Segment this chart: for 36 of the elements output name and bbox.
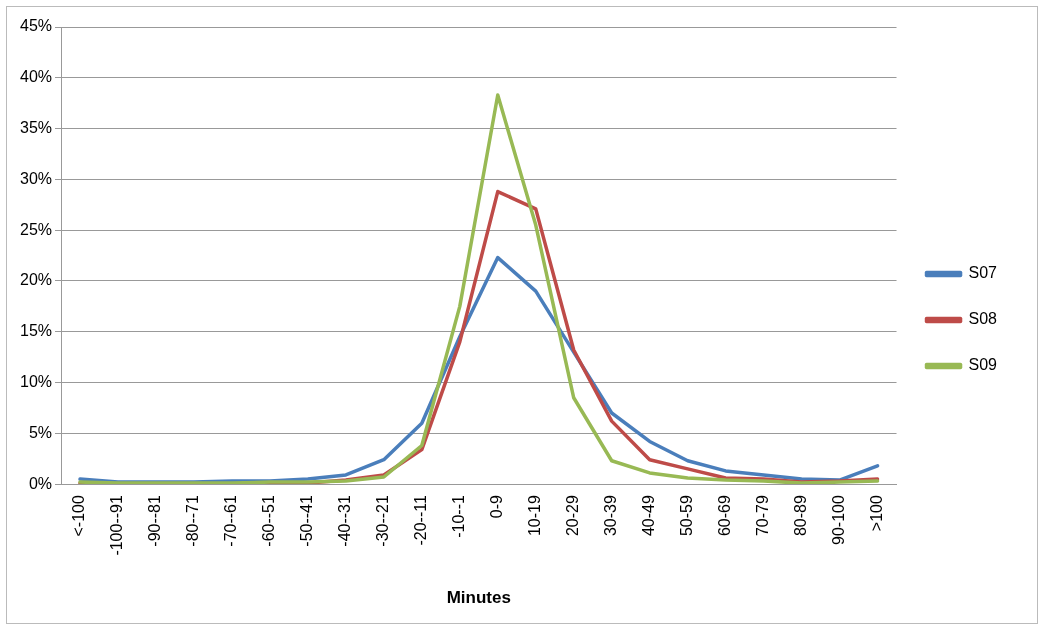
y-tick-label: 20% <box>19 271 53 289</box>
x-tick-label: -30--21 <box>374 495 392 547</box>
x-tick-label: -40--31 <box>336 495 354 547</box>
x-tick-label: 50-59 <box>678 495 696 537</box>
x-tick-label: 10-19 <box>526 495 544 537</box>
legend-label: S09 <box>968 356 998 374</box>
y-tick-label: 0% <box>28 474 53 492</box>
y-tick-label: 25% <box>19 220 53 238</box>
x-tick-label: 20-29 <box>564 495 582 537</box>
x-tick-label: -100--91 <box>108 495 126 556</box>
legend-label: S08 <box>968 310 998 328</box>
x-tick-label: -80--71 <box>184 495 202 547</box>
x-tick-label: -60--51 <box>260 495 278 547</box>
y-tick-label: 45% <box>19 17 53 35</box>
x-tick-label: >100 <box>867 495 885 532</box>
x-tick-label: -70--61 <box>222 495 240 547</box>
legend-label: S07 <box>968 264 998 282</box>
y-tick-label: 5% <box>28 423 53 441</box>
x-axis-title: Minutes <box>446 588 511 608</box>
x-tick-label: -90--81 <box>146 495 164 547</box>
x-tick-label: -10--1 <box>450 495 468 538</box>
x-tick-label: 30-39 <box>602 495 620 537</box>
y-tick-label: 30% <box>19 169 53 187</box>
x-tick-label: 60-69 <box>716 495 734 537</box>
x-tick-label: -20--11 <box>412 495 430 546</box>
x-tick-label: <-100 <box>70 495 88 537</box>
x-tick-label: 40-49 <box>640 495 658 537</box>
x-tick-label: 80-89 <box>791 495 809 537</box>
x-tick-label: -50--41 <box>298 495 316 547</box>
y-tick-label: 40% <box>19 68 53 86</box>
y-tick-label: 15% <box>19 322 53 340</box>
y-tick-label: 35% <box>19 118 53 136</box>
x-tick-label: 90-100 <box>829 495 847 545</box>
y-tick-label: 10% <box>19 372 53 390</box>
x-tick-label: 0-9 <box>488 495 506 519</box>
x-tick-label: 70-79 <box>754 495 772 537</box>
